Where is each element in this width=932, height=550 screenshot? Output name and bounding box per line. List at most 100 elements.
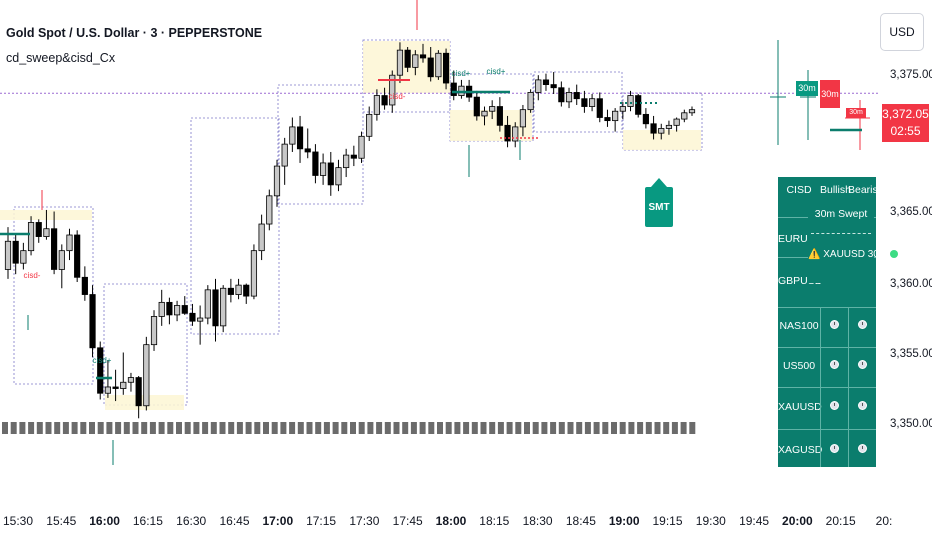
x-tick-label: 16:30 — [176, 514, 207, 528]
x-tick-label: 20:00 — [782, 514, 813, 528]
candle-body — [535, 79, 542, 93]
candle-body — [404, 49, 411, 68]
smt-label: SMT — [645, 187, 673, 227]
candle-body — [250, 250, 258, 297]
bar-marker — [263, 422, 269, 434]
bar-marker — [280, 422, 287, 434]
candle-body — [235, 284, 242, 295]
candle-body — [120, 381, 127, 389]
candle-body — [189, 312, 196, 322]
y-tick-label: 3,365.00 — [890, 206, 932, 218]
x-tick-label: 16:45 — [219, 514, 250, 528]
candle-body — [204, 289, 211, 319]
bar-marker — [645, 422, 652, 434]
cisd-label: cisd- — [24, 271, 41, 280]
bar-marker — [54, 422, 61, 434]
y-tick-label: 3,360.00 — [890, 278, 932, 290]
bar-marker — [97, 422, 104, 434]
bar-marker — [550, 422, 557, 434]
candle-body — [627, 95, 634, 107]
range-zone — [623, 130, 701, 150]
status-dot-icon — [889, 250, 898, 259]
candle-body — [66, 234, 73, 252]
bar-marker — [158, 422, 165, 434]
bar-marker — [419, 422, 426, 434]
currency-button[interactable]: USD — [880, 13, 924, 51]
candle-body — [366, 113, 373, 137]
bar-marker — [123, 422, 130, 434]
candle-body — [596, 98, 603, 118]
candle-body — [427, 57, 434, 78]
candle-body — [320, 162, 327, 176]
cisd-label: cisd- — [389, 92, 406, 101]
candle-body — [4, 240, 12, 270]
bar-marker — [567, 422, 574, 434]
bar-marker — [210, 422, 217, 434]
bar-marker — [297, 422, 304, 434]
candle-body — [335, 167, 342, 186]
bar-marker — [306, 422, 313, 434]
tf-tag-30m: 30m — [846, 108, 866, 118]
bar-marker — [193, 422, 200, 434]
candle-body — [266, 195, 273, 225]
tf-tag-30m: 30m — [796, 81, 818, 96]
symbol-title[interactable]: Gold Spot / U.S. Dollar · 3 · PEPPERSTON… — [6, 26, 263, 40]
bar-marker — [149, 422, 156, 434]
bar-marker — [532, 422, 539, 434]
bar-marker — [611, 422, 617, 434]
popup-message: ⚠️ XAUUSD 30m — [808, 249, 898, 260]
candle-body — [642, 113, 649, 125]
bar-marker — [358, 422, 365, 434]
bar-marker — [367, 422, 374, 434]
bar-marker — [454, 422, 461, 434]
clock-icon — [829, 320, 839, 329]
bar-marker — [19, 422, 26, 434]
candle-body — [158, 301, 165, 317]
indicator-name[interactable]: cd_sweep&cisd_Cx — [6, 51, 116, 65]
candle-body — [450, 82, 457, 96]
candle-body — [212, 289, 219, 327]
candle-body — [419, 54, 427, 59]
candle-body — [12, 240, 19, 264]
x-tick-label: 15:30 — [2, 514, 34, 528]
bar-marker — [593, 422, 600, 434]
bar-marker — [71, 422, 78, 434]
x-tick-label: 19:00 — [608, 514, 640, 528]
bar-marker — [245, 422, 252, 434]
bar-marker — [323, 422, 330, 434]
candle-body — [681, 112, 688, 120]
x-tick-label: 18:15 — [479, 514, 510, 528]
candle-body — [527, 92, 534, 111]
bar-marker — [480, 422, 487, 434]
bar-marker — [45, 422, 52, 434]
bar-marker — [315, 422, 322, 434]
candle-body — [473, 96, 480, 117]
candle-body — [489, 106, 496, 112]
bar-marker — [80, 422, 87, 434]
popup-title: 30m Swept — [814, 208, 868, 220]
candle-body — [43, 228, 50, 237]
bar-marker — [341, 422, 348, 434]
candle-body — [35, 222, 42, 237]
bar-marker — [132, 422, 139, 434]
bar-marker — [663, 422, 670, 434]
bar-marker — [515, 422, 522, 434]
candle-body — [550, 84, 557, 89]
bar-marker — [254, 422, 261, 434]
candle-body — [258, 223, 265, 252]
candle-body — [58, 250, 65, 270]
bar-marker — [506, 422, 513, 434]
table-symbol: XAGUSD — [778, 444, 823, 456]
clock-icon — [857, 320, 867, 329]
clock-icon — [857, 444, 867, 453]
smt-marker: SMT — [645, 178, 673, 230]
bar-countdown: 02:55 — [890, 124, 921, 138]
candle-body — [412, 54, 419, 68]
x-tick-label: 17:30 — [349, 514, 380, 528]
x-tick-label: 20: — [875, 514, 893, 528]
candle-body — [97, 347, 104, 394]
bar-marker — [219, 422, 226, 434]
candle-body — [81, 276, 88, 295]
x-tick-label: 20:15 — [825, 514, 856, 528]
